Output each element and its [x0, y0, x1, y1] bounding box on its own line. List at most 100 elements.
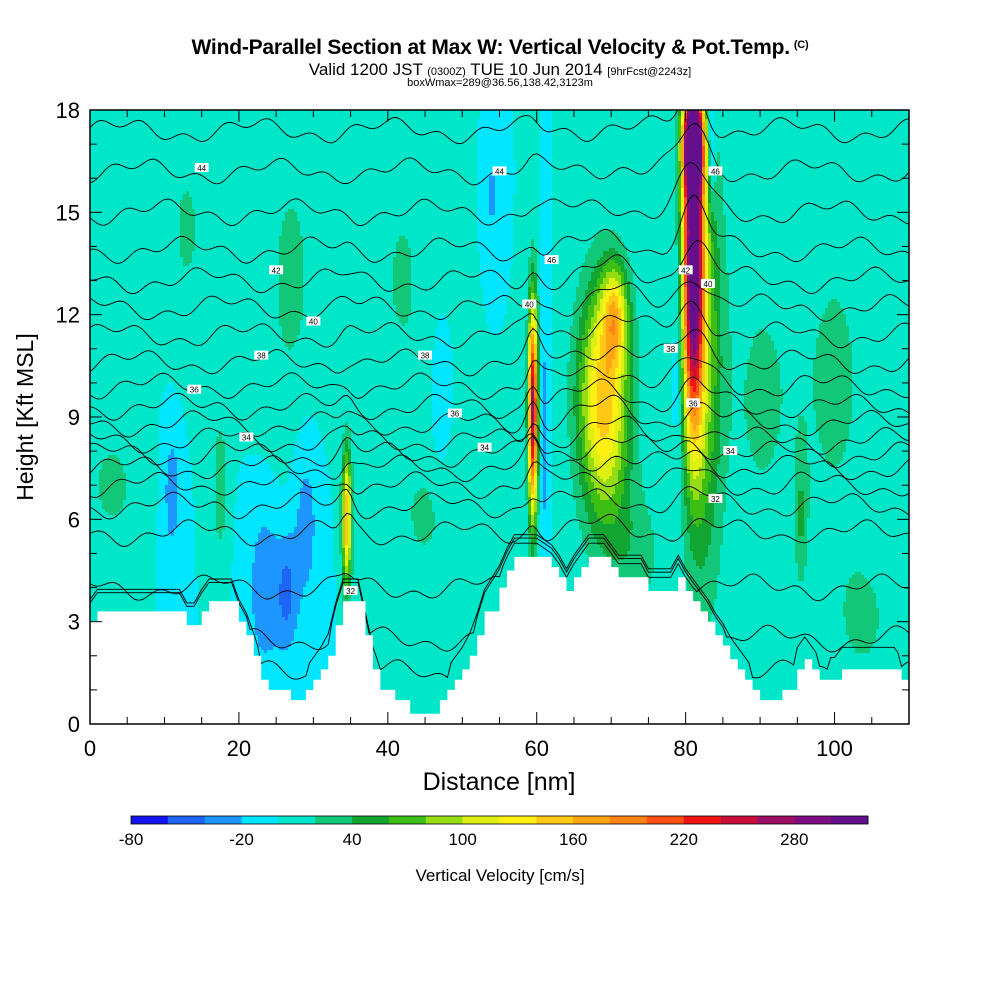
field-cell — [708, 374, 711, 377]
field-cell — [585, 323, 591, 326]
field-cell — [642, 488, 681, 491]
field-cell — [750, 440, 777, 443]
field-cell — [597, 380, 615, 383]
field-cell — [618, 233, 675, 236]
field-cell — [348, 461, 351, 464]
field-cell — [540, 269, 552, 272]
field-cell — [618, 410, 621, 413]
field-cell — [711, 368, 717, 371]
field-cell — [702, 233, 705, 236]
field-cell — [816, 419, 852, 422]
field-cell — [552, 353, 570, 356]
field-cell — [687, 146, 702, 149]
field-cell — [534, 341, 537, 344]
field-cell — [534, 338, 537, 341]
field-cell — [123, 506, 159, 509]
field-cell — [693, 332, 696, 335]
field-cell — [537, 464, 540, 467]
field-cell — [552, 134, 675, 137]
field-cell — [90, 302, 279, 305]
field-cell — [534, 344, 537, 347]
field-cell — [552, 125, 675, 128]
field-cell — [528, 323, 531, 326]
field-cell — [717, 242, 726, 245]
field-cell — [480, 269, 510, 272]
field-cell — [678, 128, 681, 131]
field-cell — [534, 239, 540, 242]
field-cell — [795, 476, 810, 479]
field-cell — [453, 380, 525, 383]
field-cell — [189, 461, 216, 464]
valid-date: TUE 10 Jun 2014 — [470, 60, 603, 79]
field-cell — [585, 506, 594, 509]
field-cell — [351, 473, 354, 476]
field-cell — [567, 416, 576, 419]
field-cell — [681, 149, 684, 152]
field-cell — [348, 479, 351, 482]
field-cell — [546, 425, 552, 428]
field-cell — [705, 209, 708, 212]
field-cell — [534, 269, 537, 272]
field-cell — [537, 452, 540, 455]
field-cell — [618, 272, 624, 275]
field-cell — [699, 278, 702, 281]
field-cell — [813, 377, 852, 380]
field-cell — [393, 278, 411, 281]
field-cell — [612, 494, 621, 497]
field-cell — [702, 422, 705, 425]
field-cell — [618, 452, 621, 455]
field-cell — [681, 311, 684, 314]
field-cell — [177, 476, 192, 479]
field-cell — [603, 278, 609, 281]
field-cell — [618, 509, 630, 512]
field-cell — [537, 341, 540, 344]
field-cell — [705, 398, 708, 401]
field-cell — [345, 431, 351, 434]
field-cell — [537, 359, 540, 362]
field-cell — [537, 500, 540, 503]
field-cell — [684, 194, 687, 197]
field-cell — [732, 353, 750, 356]
field-cell — [729, 470, 795, 473]
field-cell — [540, 488, 543, 491]
field-cell — [633, 371, 639, 374]
field-cell — [603, 323, 606, 326]
field-cell — [444, 455, 525, 458]
field-cell — [711, 473, 717, 476]
field-cell — [624, 470, 630, 473]
field-cell — [723, 197, 909, 200]
field-cell — [714, 425, 720, 428]
field-cell — [708, 335, 711, 338]
field-cell — [90, 359, 432, 362]
field-cell — [720, 254, 726, 257]
field-cell — [528, 407, 531, 410]
field-cell — [159, 419, 186, 422]
field-cell — [699, 200, 702, 203]
field-cell — [726, 269, 909, 272]
field-cell — [90, 239, 180, 242]
field-cell — [567, 413, 573, 416]
field-cell — [528, 494, 531, 497]
field-cell — [765, 467, 795, 470]
field-cell — [621, 236, 675, 239]
field-cell — [699, 332, 702, 335]
field-cell — [216, 449, 225, 452]
field-cell — [168, 476, 177, 479]
field-cell — [537, 308, 540, 311]
field-cell — [687, 482, 690, 485]
field-cell — [450, 341, 525, 344]
field-cell — [627, 290, 630, 293]
field-cell — [480, 266, 510, 269]
field-cell — [639, 431, 681, 434]
field-cell — [702, 350, 705, 353]
field-cell — [699, 326, 702, 329]
field-cell — [618, 398, 621, 401]
field-cell — [633, 398, 639, 401]
field-cell — [852, 359, 909, 362]
field-cell — [702, 155, 705, 158]
field-cell — [621, 329, 624, 332]
field-cell — [435, 446, 447, 449]
field-cell — [621, 383, 624, 386]
field-cell — [681, 182, 684, 185]
field-cell — [192, 473, 216, 476]
